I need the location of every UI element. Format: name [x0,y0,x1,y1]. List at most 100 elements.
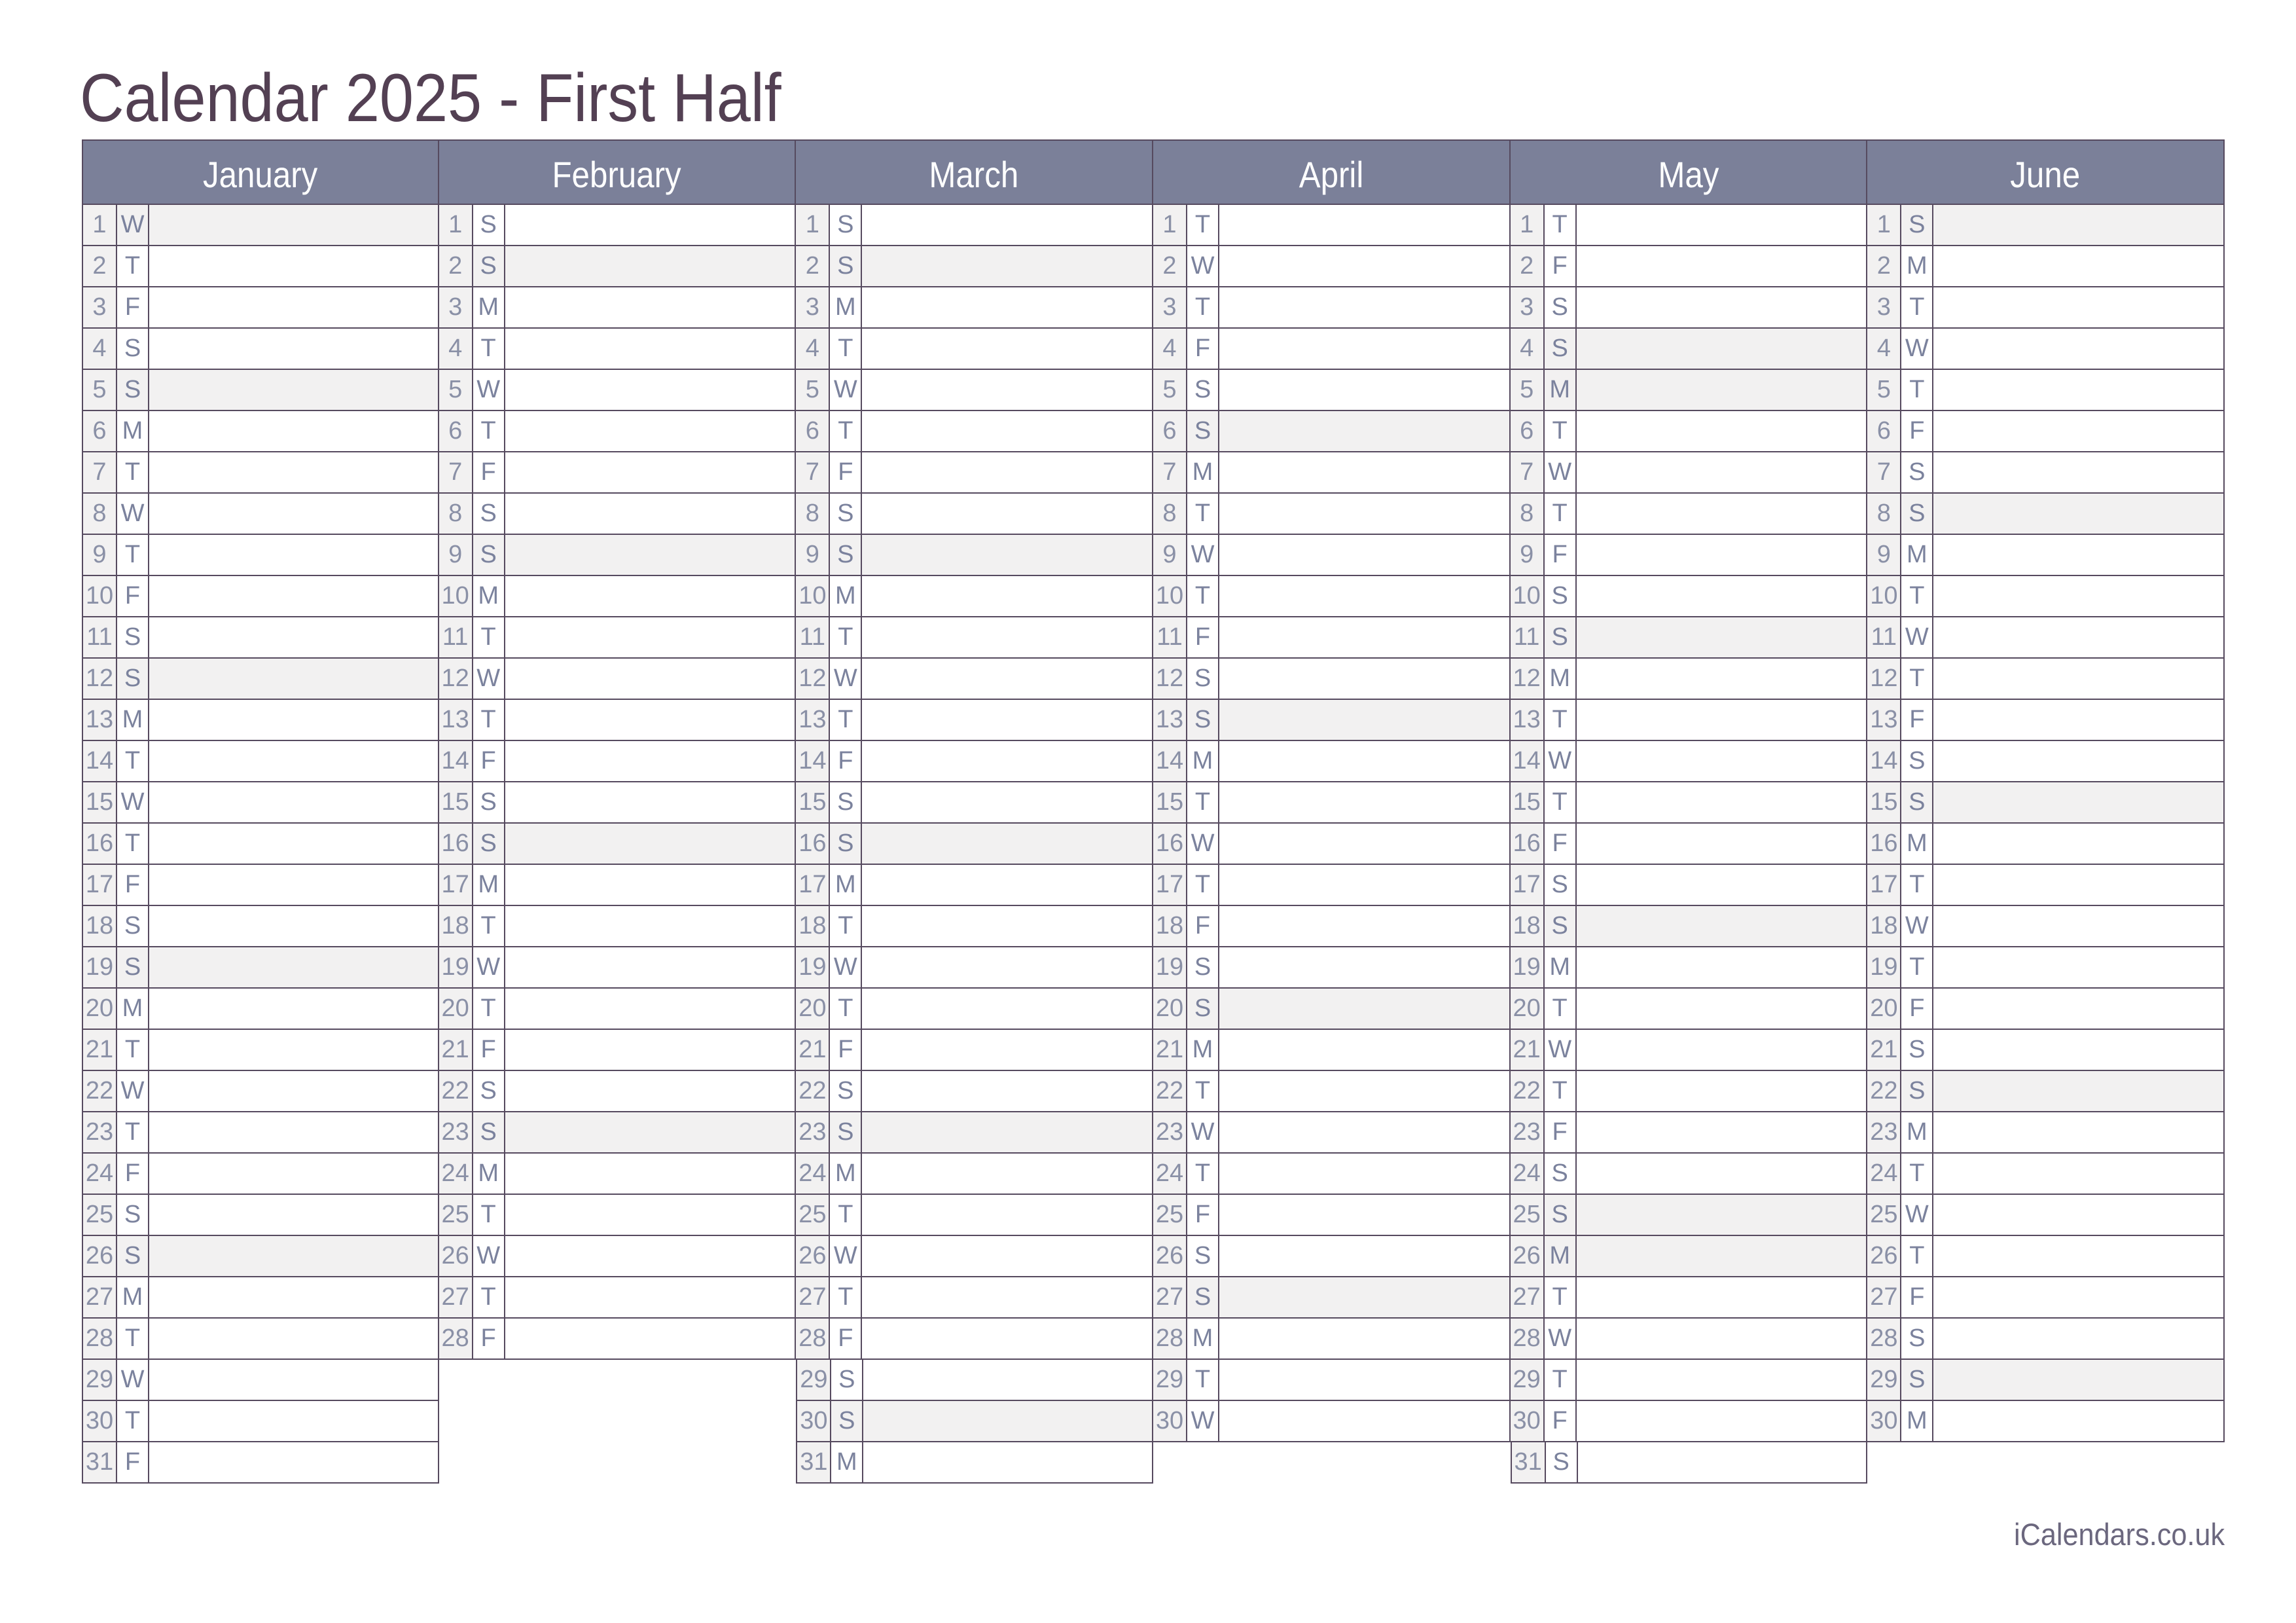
day-number-cell: 25 [83,1195,117,1235]
weekday-letter-cell: S [473,246,505,286]
note-cell [1219,1360,1509,1400]
day-row: 24 F [82,1154,439,1195]
note-cell [1933,700,2223,740]
day-number-cell: 5 [796,370,831,410]
weekday-letter-cell: S [117,1236,149,1276]
note-cell [1219,452,1509,492]
day-row: 17 M [439,865,797,906]
weekday-letter-cell: F [1901,700,1934,740]
day-row: 25 T [796,1195,1153,1236]
weekday-letter-cell: M [117,700,149,740]
day-number-cell: 6 [1153,411,1187,451]
day-number-cell: 24 [1510,1154,1545,1194]
note-cell [149,246,438,286]
weekday-letter-cell: F [117,287,149,327]
note-cell [862,865,1152,905]
weekday-letter-cell: M [117,411,149,451]
note-cell [862,370,1152,410]
weekday-letter-cell: T [830,411,863,451]
site-credit-text: iCalendars.co.uk [2013,1517,2225,1552]
day-row: 14 F [796,741,1153,782]
day-number-cell: 2 [1153,246,1187,286]
note-cell [1576,700,1867,740]
weekday-letter-cell: S [831,1360,864,1400]
page-title: Calendar 2025 - First Half [80,62,859,134]
note-cell [505,1030,795,1070]
weekday-letter-cell: S [117,617,149,657]
day-row: 22 T [1153,1071,1511,1112]
weekday-letter-cell: F [117,1154,149,1194]
day-row: 19 T [1867,947,2225,989]
note-cell [1933,411,2223,451]
note-cell [149,370,438,410]
day-number-cell: 17 [83,865,117,905]
note-cell [505,824,795,864]
day-number-cell: 3 [439,287,473,327]
day-number-cell: 31 [83,1442,117,1482]
weekday-letter-cell: F [1901,411,1934,451]
weekday-letter-cell: T [830,329,863,369]
day-row: 12 W [439,659,797,700]
day-number-cell: 22 [1153,1071,1187,1111]
day-row: 26 S [1153,1236,1511,1277]
weekday-letter-cell: F [1544,1401,1577,1441]
weekday-letter-cell: M [830,287,863,327]
weekday-letter-cell: W [117,782,149,822]
day-number-cell: 22 [439,1071,473,1111]
note-cell [149,1071,438,1111]
day-number-cell: 19 [1153,947,1187,987]
day-number-cell: 2 [83,246,117,286]
day-row: 14 F [439,741,797,782]
weekday-letter-cell: W [117,205,149,245]
weekday-letter-cell: S [1901,494,1934,534]
note-cell [1576,617,1867,657]
weekday-letter-cell: S [1544,906,1577,946]
note-cell [862,1154,1152,1194]
weekday-letter-cell: M [1901,1401,1934,1441]
note-cell [149,1401,438,1441]
weekday-letter-cell: F [117,865,149,905]
weekday-letter-cell: F [1544,1112,1577,1152]
weekday-letter-cell: F [830,1030,863,1070]
note-cell [1933,1112,2223,1152]
day-row: 15 S [439,782,797,824]
weekday-letter-cell: T [1544,411,1577,451]
weekday-letter-cell: W [1544,741,1577,781]
note-cell [1219,700,1509,740]
day-row: 21 W [1510,1030,1868,1071]
day-number-cell: 17 [796,865,831,905]
day-number-cell: 8 [1510,494,1545,534]
day-row: 24 M [796,1154,1153,1195]
day-row: 15 T [1153,782,1511,824]
note-cell [1576,782,1867,822]
day-row: 21 T [82,1030,439,1071]
day-number-cell: 15 [83,782,117,822]
weekday-letter-cell: S [117,1195,149,1235]
day-row: 17 F [82,865,439,906]
day-row: 16 F [1510,824,1868,865]
weekday-letter-cell: S [1544,576,1577,616]
weekday-letter-cell: F [117,1442,149,1482]
note-cell [149,947,438,987]
note-cell [1576,989,1867,1029]
day-row: 10 T [1153,576,1511,617]
weekday-letter-cell: M [1901,246,1934,286]
day-number-cell: 6 [1510,411,1545,451]
note-cell [505,535,795,575]
day-number-cell: 7 [83,452,117,492]
weekday-letter-cell: S [1187,1236,1219,1276]
day-row: 13 T [439,700,797,741]
weekday-letter-cell: S [117,947,149,987]
day-number-cell: 18 [439,906,473,946]
day-number-cell: 8 [83,494,117,534]
note-cell [862,205,1152,245]
